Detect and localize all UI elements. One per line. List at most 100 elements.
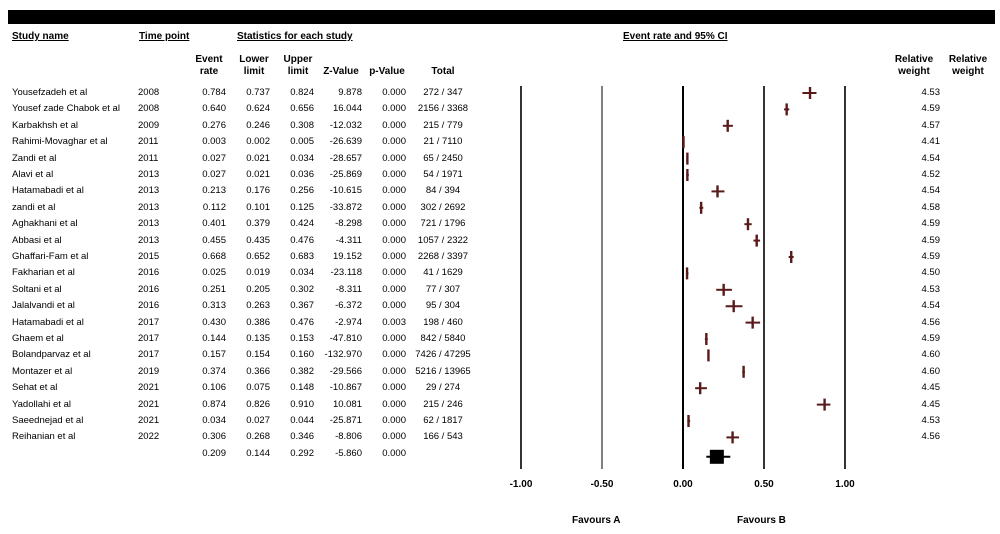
col-upper-limit: Upper limit	[283, 54, 313, 77]
study-lower-cell: 0.176	[246, 185, 270, 197]
study-z-cell: -25.869	[329, 169, 362, 180]
study-p-cell: 0.000	[382, 365, 406, 377]
study-weight-cell: 4.53	[921, 283, 941, 295]
col-relative-weight: Relative weight	[894, 54, 934, 77]
study-rate-cell: 0.313	[202, 300, 226, 312]
study-total-cell: 215 / 779	[423, 119, 463, 131]
study-p-cell: 0.000	[382, 382, 406, 394]
study-p-cell: 0.000	[382, 185, 406, 197]
study-year-cell: 2021	[138, 398, 160, 410]
study-name-cell: Soltani et al	[12, 283, 62, 295]
study-weight-cell: 4.52	[921, 169, 941, 180]
favours-b-label: Favours B	[737, 515, 786, 526]
study-upper-cell: 0.910	[290, 398, 314, 410]
study-upper-cell: 0.656	[290, 103, 314, 115]
study-upper-cell: 0.476	[290, 234, 314, 246]
header-event-rate-ci: Event rate and 95% CI	[623, 31, 728, 42]
study-rate-cell: 0.784	[202, 87, 226, 98]
study-year-cell: 2013	[138, 169, 160, 180]
study-p-cell: 0.000	[382, 300, 406, 312]
study-rate-cell: 0.027	[202, 169, 226, 180]
study-upper-cell: 0.044	[290, 415, 314, 426]
study-year-cell: 2017	[138, 349, 160, 361]
study-rate-cell: 0.401	[202, 218, 226, 230]
study-year-cell: 2013	[138, 234, 160, 246]
study-total-cell: 29 / 274	[425, 382, 461, 394]
study-name-cell: Fakharian et al	[12, 267, 75, 279]
study-upper-cell: 0.036	[290, 169, 314, 180]
col-event-rate: Event rate	[195, 54, 223, 77]
header-time-point: Time point	[139, 31, 190, 42]
study-total-cell: 2156 / 3368	[417, 103, 469, 115]
study-upper-cell: 0.424	[290, 218, 314, 230]
study-name-cell: Rahimi-Movaghar et al	[12, 136, 108, 148]
header-study-name: Study name	[12, 31, 69, 42]
study-lower-cell: 0.435	[246, 234, 270, 246]
study-name-cell: Karbakhsh et al	[12, 119, 79, 131]
col-total: Total	[431, 66, 455, 77]
summary-rate-cell: 0.209	[202, 447, 226, 459]
study-weight-cell: 4.59	[921, 333, 941, 344]
study-year-cell: 2011	[138, 152, 159, 164]
study-weight-cell: 4.41	[921, 136, 941, 148]
study-lower-cell: 0.135	[246, 333, 270, 344]
study-weight-cell: 4.53	[921, 415, 941, 426]
study-upper-cell: 0.153	[290, 333, 314, 344]
study-z-cell: -28.657	[329, 152, 362, 164]
study-rate-cell: 0.025	[202, 267, 226, 279]
study-z-cell: -132.970	[324, 349, 362, 361]
study-lower-cell: 0.027	[246, 415, 270, 426]
study-upper-cell: 0.476	[290, 316, 314, 328]
study-weight-cell: 4.45	[921, 382, 941, 394]
study-year-cell: 2015	[138, 251, 160, 262]
study-z-cell: 16.044	[332, 103, 362, 115]
study-year-cell: 2017	[138, 316, 160, 328]
summary-lower-cell: 0.144	[246, 447, 270, 459]
study-rate-cell: 0.874	[202, 398, 226, 410]
col-z-value: Z-Value	[323, 66, 359, 77]
study-name-cell: Bolandparvaz et al	[12, 349, 91, 361]
study-total-cell: 302 / 2692	[420, 201, 466, 213]
study-lower-cell: 0.263	[246, 300, 270, 312]
study-z-cell: -4.311	[335, 234, 362, 246]
study-name-cell: Reihanian et al	[12, 431, 76, 443]
summary-point-marker	[709, 449, 724, 464]
study-name-cell: Saeednejad et al	[12, 415, 84, 426]
study-weight-cell: 4.53	[921, 87, 941, 98]
study-total-cell: 84 / 394	[425, 185, 461, 197]
study-weight-cell: 4.45	[921, 398, 941, 410]
study-total-cell: 272 / 347	[423, 87, 463, 98]
study-z-cell: -8.311	[335, 283, 362, 295]
study-p-cell: 0.000	[382, 251, 406, 262]
study-z-cell: -29.566	[329, 365, 362, 377]
study-upper-cell: 0.125	[290, 201, 314, 213]
study-upper-cell: 0.346	[290, 431, 314, 443]
study-rate-cell: 0.157	[202, 349, 226, 361]
study-p-cell: 0.000	[382, 349, 406, 361]
study-p-cell: 0.000	[382, 218, 406, 230]
study-lower-cell: 0.019	[246, 267, 270, 279]
study-name-cell: Yadollahi et al	[12, 398, 71, 410]
study-lower-cell: 0.826	[246, 398, 270, 410]
study-p-cell: 0.000	[382, 169, 406, 180]
study-lower-cell: 0.154	[246, 349, 270, 361]
study-total-cell: 166 / 543	[423, 431, 463, 443]
study-lower-cell: 0.246	[246, 119, 270, 131]
study-rate-cell: 0.640	[202, 103, 226, 115]
study-year-cell: 2013	[138, 185, 160, 197]
study-rate-cell: 0.003	[202, 136, 226, 148]
study-z-cell: -8.298	[335, 218, 362, 230]
study-lower-cell: 0.386	[246, 316, 270, 328]
study-total-cell: 77 / 307	[425, 283, 461, 295]
study-z-cell: 9.878	[338, 87, 362, 98]
study-year-cell: 2016	[138, 300, 160, 312]
study-rate-cell: 0.027	[202, 152, 226, 164]
study-lower-cell: 0.021	[246, 169, 270, 180]
study-total-cell: 721 / 1796	[420, 218, 466, 230]
study-total-cell: 54 / 1971	[423, 169, 463, 180]
study-total-cell: 2268 / 3397	[417, 251, 469, 262]
study-total-cell: 1057 / 2322	[417, 234, 469, 246]
study-p-cell: 0.000	[382, 398, 406, 410]
study-rate-cell: 0.455	[202, 234, 226, 246]
